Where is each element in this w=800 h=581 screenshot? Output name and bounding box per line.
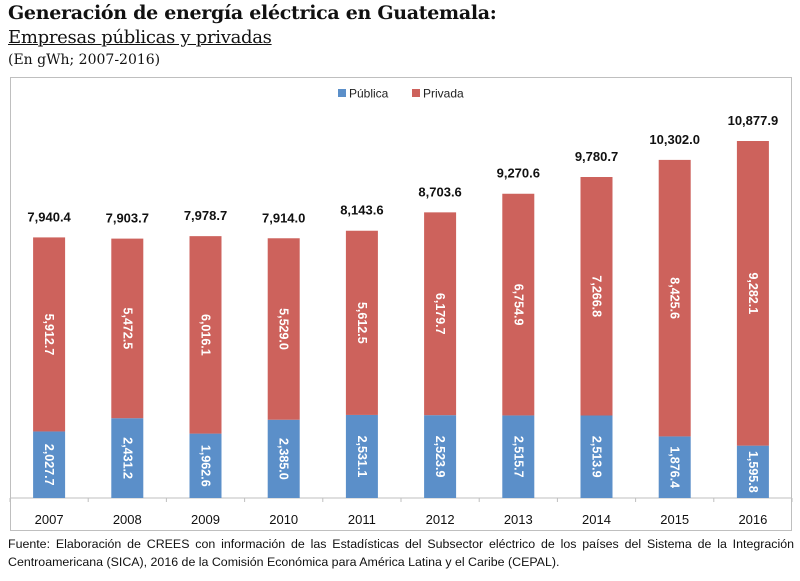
value-label-publica-2010: 2,385.0 bbox=[277, 438, 291, 480]
value-label-privada-2012: 6,179.7 bbox=[433, 293, 447, 335]
bar-privada-2012 bbox=[424, 212, 457, 416]
bar-publica-2007 bbox=[33, 431, 66, 498]
bar-privada-2010 bbox=[267, 238, 300, 420]
bar-publica-2016 bbox=[736, 445, 769, 498]
value-label-privada-2008: 5,472.5 bbox=[120, 308, 134, 350]
bar-privada-2015 bbox=[658, 159, 691, 437]
bar-privada-2009 bbox=[189, 236, 222, 434]
chart-title: Generación de energía eléctrica en Guate… bbox=[8, 2, 497, 24]
x-tick-label-2008: 2008 bbox=[113, 512, 142, 527]
x-tick-label-2011: 2011 bbox=[348, 512, 376, 527]
value-label-privada-2007: 5,912.7 bbox=[42, 314, 56, 356]
value-label-publica-2007: 2,027.7 bbox=[42, 444, 56, 486]
value-label-publica-2009: 1,962.6 bbox=[199, 445, 213, 487]
chart-subtitle: Empresas públicas y privadas bbox=[8, 27, 272, 48]
bar-publica-2012 bbox=[424, 415, 457, 498]
source-note: Fuente: Elaboración de CREES con informa… bbox=[8, 537, 794, 569]
bar-publica-2015 bbox=[658, 436, 691, 498]
value-label-privada-2014: 7,266.8 bbox=[590, 275, 604, 317]
bar-privada-2013 bbox=[502, 193, 535, 416]
value-label-privada-2010: 5,529.0 bbox=[277, 308, 291, 350]
chart-units: (En gWh; 2007-2016) bbox=[8, 52, 161, 68]
bar-publica-2011 bbox=[345, 414, 378, 498]
x-tick-label-2015: 2015 bbox=[660, 512, 689, 527]
x-tick-label-2013: 2013 bbox=[504, 512, 533, 527]
value-label-publica-2008: 2,431.2 bbox=[120, 437, 134, 479]
bar-publica-2014 bbox=[580, 415, 613, 498]
total-label-2013: 9,270.6 bbox=[497, 166, 540, 181]
bar-publica-2013 bbox=[502, 415, 535, 498]
value-label-publica-2013: 2,515.7 bbox=[511, 436, 525, 478]
bar-privada-2011 bbox=[345, 230, 378, 415]
value-label-publica-2015: 1,876.4 bbox=[668, 446, 682, 488]
x-tick-label-2016: 2016 bbox=[738, 512, 767, 527]
x-tick-label-2007: 2007 bbox=[35, 512, 64, 527]
legend-label-privada: Privada bbox=[423, 87, 464, 101]
chart-frame bbox=[10, 77, 792, 531]
value-label-publica-2012: 2,523.9 bbox=[433, 436, 447, 478]
legend-swatch-publica bbox=[338, 89, 346, 97]
bar-privada-2014 bbox=[580, 177, 613, 416]
total-label-2016: 10,877.9 bbox=[728, 113, 779, 128]
bar-publica-2009 bbox=[189, 433, 222, 498]
value-label-privada-2015: 8,425.6 bbox=[668, 277, 682, 319]
total-label-2010: 7,914.0 bbox=[262, 210, 305, 225]
value-label-publica-2016: 1,595.8 bbox=[746, 451, 760, 493]
total-label-2007: 7,940.4 bbox=[27, 209, 71, 224]
bar-publica-2010 bbox=[267, 419, 300, 498]
legend-label-publica: Pública bbox=[349, 87, 389, 101]
x-axis-ticks bbox=[9, 498, 793, 502]
x-tick-label-2009: 2009 bbox=[191, 512, 220, 527]
bar-privada-2007 bbox=[33, 237, 66, 432]
total-label-2012: 8,703.6 bbox=[418, 184, 461, 199]
x-tick-label-2014: 2014 bbox=[582, 512, 611, 527]
bar-publica-2008 bbox=[111, 418, 144, 498]
total-label-2014: 9,780.7 bbox=[575, 149, 618, 164]
value-label-privada-2009: 6,016.1 bbox=[199, 314, 213, 356]
total-label-2015: 10,302.0 bbox=[649, 132, 700, 147]
legend-swatch-privada bbox=[412, 89, 420, 97]
total-label-2011: 8,143.6 bbox=[340, 203, 383, 218]
total-label-2008: 7,903.7 bbox=[106, 211, 149, 226]
bar-privada-2016 bbox=[736, 141, 769, 446]
value-label-publica-2014: 2,513.9 bbox=[590, 436, 604, 478]
bar-privada-2008 bbox=[111, 238, 144, 419]
labels: 2,027.7 5,912.7 7,940.4 2007 2,431.2 5,472.5 7… bbox=[27, 113, 778, 527]
value-label-privada-2013: 6,754.9 bbox=[511, 284, 525, 326]
value-label-privada-2016: 9,282.1 bbox=[746, 272, 760, 314]
total-label-2009: 7,978.7 bbox=[184, 208, 227, 223]
x-tick-label-2012: 2012 bbox=[426, 512, 455, 527]
x-tick-label-2010: 2010 bbox=[269, 512, 298, 527]
legend: Pública Privada bbox=[338, 87, 464, 101]
value-label-privada-2011: 5,612.5 bbox=[355, 302, 369, 344]
value-label-publica-2011: 2,531.1 bbox=[355, 436, 369, 478]
bars bbox=[33, 141, 769, 498]
